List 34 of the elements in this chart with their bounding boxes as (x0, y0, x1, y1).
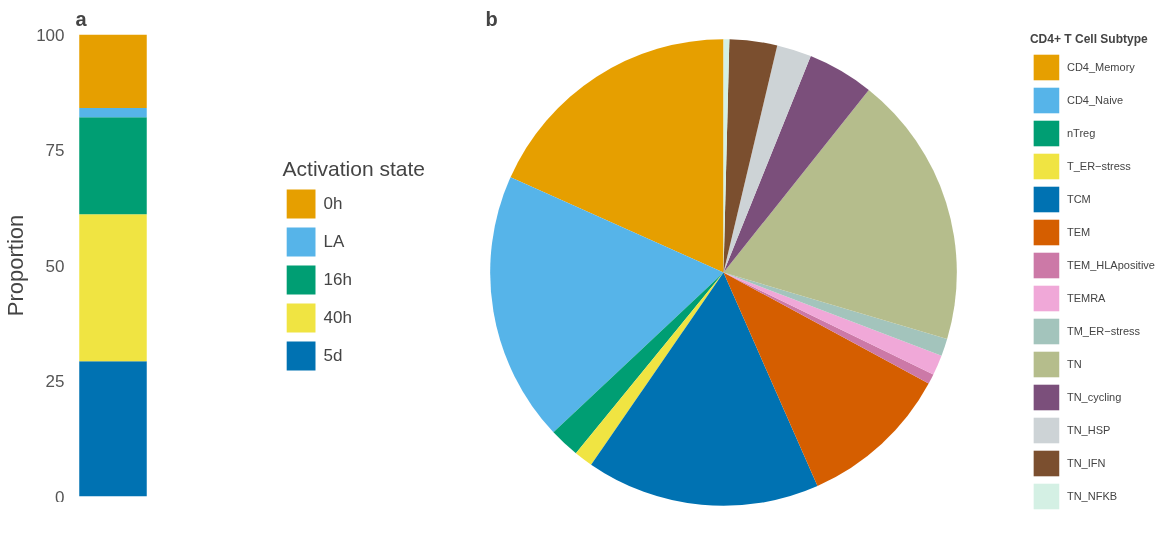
legend-label: TM_ER−stress (1066, 325, 1140, 337)
legend-label: TN (1066, 358, 1083, 370)
bar (79, 117, 147, 215)
bar (79, 361, 147, 497)
y-tick-label: 75 (45, 141, 65, 160)
y-tick-label: 100 (36, 25, 65, 45)
legend-label: CD4_Naive (1066, 94, 1124, 106)
legend-label: TCM (1066, 193, 1091, 205)
legend-label: TN_HSP (1066, 424, 1111, 436)
y-tick-label: 0 (55, 487, 65, 507)
legend-label: 40h (323, 307, 352, 328)
bar (79, 34, 147, 108)
y-tick-label: 25 (45, 372, 65, 391)
legend-label: TEM (1066, 226, 1091, 238)
chart-title: b (485, 7, 498, 30)
legend-label: TEM_HLApositive (1066, 259, 1155, 271)
legend-label: CD4_Memory (1066, 61, 1135, 73)
bar (79, 107, 147, 118)
legend-label: TEMRA (1066, 292, 1106, 304)
legend-label: TN_NFKB (1066, 490, 1118, 502)
y-axis-title: Proportion (3, 214, 29, 317)
legend-label: TN_IFN (1066, 457, 1106, 469)
legend-label: TN_cycling (1066, 391, 1122, 403)
legend-label: nTreg (1066, 127, 1096, 139)
legend-label: 5d (323, 345, 344, 366)
chart-title: a (75, 7, 88, 30)
legend-label: T_ER−stress (1066, 160, 1131, 172)
y-tick-label: 50 (45, 256, 65, 276)
legend-label: 16h (323, 269, 352, 290)
legend-title: CD4+ T Cell Subtype (1029, 33, 1149, 46)
legend-title: Activation state (282, 156, 425, 181)
legend-label: 0h (323, 193, 344, 214)
legend-label: LA (323, 231, 345, 252)
bar (79, 214, 147, 362)
